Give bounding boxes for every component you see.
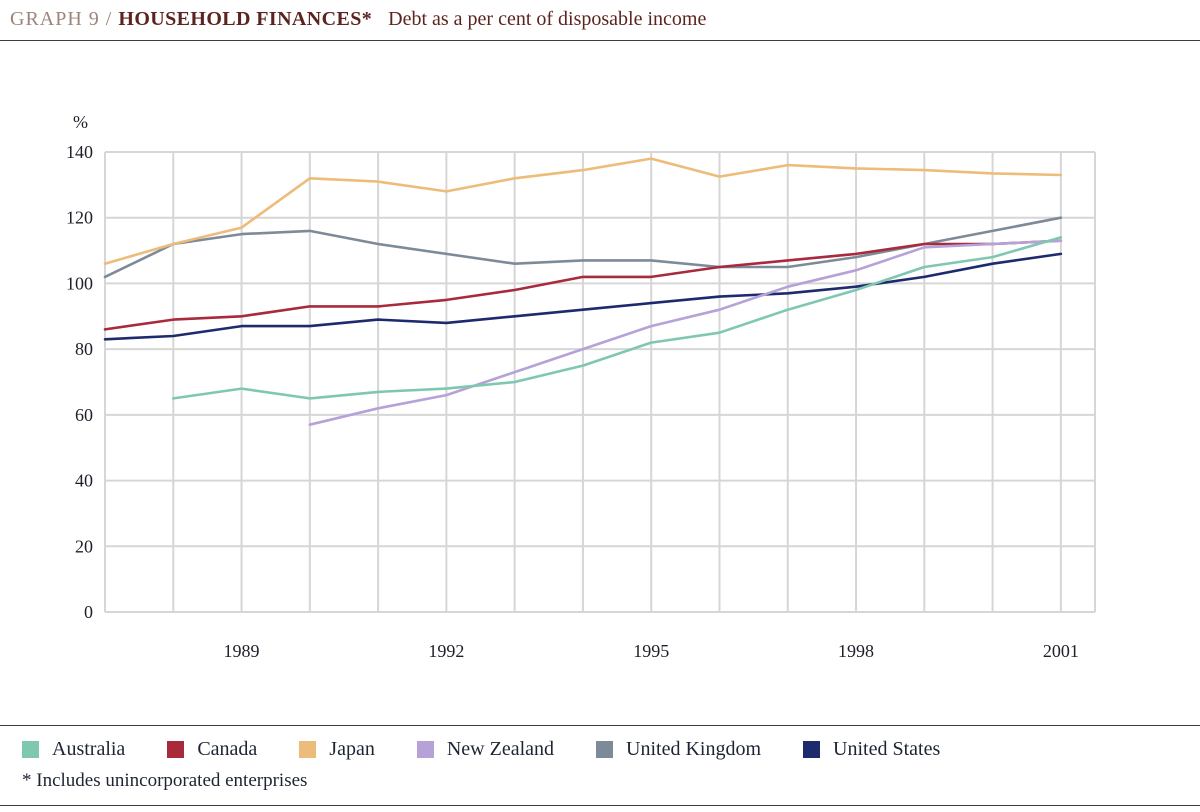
legend-swatch-australia <box>22 741 39 758</box>
legend-label: Australia <box>52 738 126 760</box>
x-tick-label: 1992 <box>428 641 464 661</box>
x-tick-label: 2001 <box>1043 641 1079 661</box>
y-tick-label: 100 <box>66 273 93 293</box>
chart-title: HOUSEHOLD FINANCES* <box>118 8 373 30</box>
series-line-canada <box>103 239 1063 331</box>
chart-series <box>103 157 1063 427</box>
y-tick-label: 60 <box>75 405 93 425</box>
series-line-new-zealand <box>308 239 1063 427</box>
legend-item-australia: Australia <box>22 738 125 761</box>
chart-legend: Australia Canada Japan New Zealand United Ki… <box>22 738 1200 761</box>
footnote: * Includes unincorporated enterprises <box>22 770 308 791</box>
chart-header: GRAPH 9 /HOUSEHOLD FINANCES* Debt as a pe… <box>0 0 1200 41</box>
chart-subtitle: Debt as a per cent of disposable income <box>388 8 707 30</box>
chart-gridlines <box>104 151 1096 613</box>
series-line-australia <box>172 236 1063 400</box>
legend-item-new-zealand: New Zealand <box>416 738 555 761</box>
legend-box: Australia Canada Japan New Zealand United Ki… <box>0 725 1200 806</box>
x-tick-label: 1989 <box>224 641 260 661</box>
x-tick-label: 1998 <box>838 641 874 661</box>
chart-axis-labels: 0 20 40 60 80 100 120 140 1989 1992 1995 1998 2001 <box>66 142 1079 661</box>
y-tick-label: 20 <box>75 536 93 556</box>
legend-label: United States <box>833 738 941 760</box>
legend-label: Canada <box>197 738 258 760</box>
y-tick-label: 0 <box>84 602 93 622</box>
series-line-united-states <box>103 252 1063 341</box>
legend-swatch-new-zealand <box>416 741 434 758</box>
legend-label: New Zealand <box>446 738 555 760</box>
y-tick-label: 40 <box>75 471 93 491</box>
graph-number-label: GRAPH 9 / <box>10 8 113 30</box>
legend-label: Japan <box>329 738 375 760</box>
y-axis-unit-label: % <box>73 112 88 132</box>
x-tick-label: 1995 <box>633 641 669 661</box>
y-tick-label: 120 <box>66 208 93 228</box>
legend-swatch-united-states <box>803 741 821 758</box>
line-chart: 0 20 40 60 80 100 120 140 1989 1992 1995 1998 2001 % <box>66 112 1096 661</box>
legend-swatch-japan <box>299 741 317 758</box>
legend-item-united-states: United States <box>803 738 940 761</box>
legend-swatch-canada <box>167 741 185 758</box>
y-tick-label: 140 <box>66 142 93 162</box>
legend-item-canada: Canada <box>167 738 257 761</box>
legend-item-japan: Japan <box>299 738 375 761</box>
legend-label: United Kingdom <box>626 738 762 760</box>
series-line-japan <box>103 157 1063 266</box>
y-tick-label: 80 <box>75 339 93 359</box>
legend-swatch-united-kingdom <box>596 741 614 758</box>
legend-item-united-kingdom: United Kingdom <box>596 738 761 761</box>
